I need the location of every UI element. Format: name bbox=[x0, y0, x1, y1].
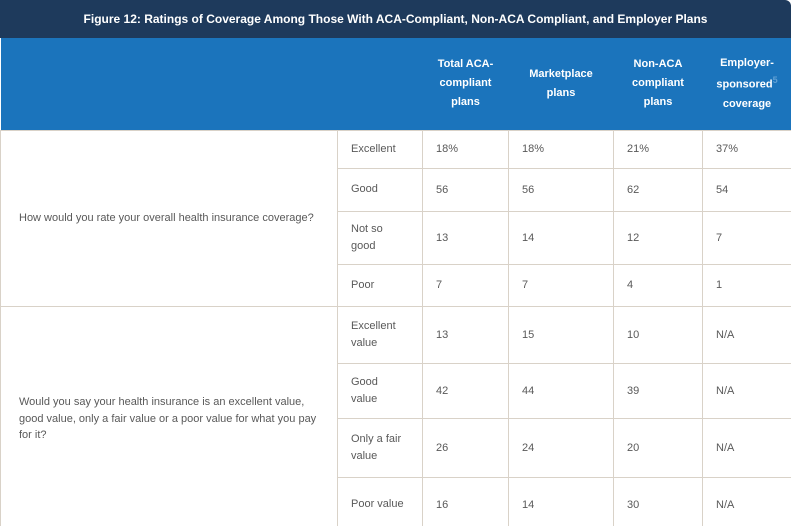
rating-label: Only a fair value bbox=[337, 417, 423, 478]
value-cell: 15 bbox=[508, 305, 614, 364]
column-header-employer: Employer-sponsored5 coverage bbox=[702, 38, 791, 130]
value-cell: 7 bbox=[422, 263, 509, 307]
rating-label: Poor value bbox=[337, 476, 423, 526]
value-cell: N/A bbox=[702, 417, 791, 478]
value-cell: 21% bbox=[613, 129, 703, 169]
value-cell: 62 bbox=[613, 167, 703, 212]
value-cell: 4 bbox=[613, 263, 703, 307]
table-row: Good value 42 44 39 N/A bbox=[1, 362, 791, 419]
value-cell: 56 bbox=[422, 167, 509, 212]
employer-header-text: Employer-sponsored bbox=[716, 56, 774, 91]
table-row: Only a fair value 26 24 20 N/A bbox=[1, 417, 791, 478]
employer-header-text-2: coverage bbox=[722, 97, 772, 110]
value-cell: 14 bbox=[508, 210, 614, 265]
value-cell: 18% bbox=[422, 129, 509, 169]
value-cell: N/A bbox=[702, 362, 791, 419]
rating-label: Good bbox=[337, 167, 423, 212]
value-cell: N/A bbox=[702, 305, 791, 364]
value-cell: 44 bbox=[508, 362, 614, 419]
table-row: Would you say your health insurance is a… bbox=[0, 305, 791, 526]
value-cell: 26 bbox=[422, 417, 509, 478]
value-cell: 14 bbox=[508, 476, 614, 526]
rating-label: Good value bbox=[337, 362, 423, 419]
value-cell: 24 bbox=[508, 417, 614, 478]
table-row: How would you rate your overall health i… bbox=[0, 129, 791, 307]
figure-title: Figure 12: Ratings of Coverage Among Tho… bbox=[83, 12, 708, 26]
table-row: Poor value 16 14 30 N/A bbox=[1, 476, 791, 526]
value-cell: 1 bbox=[702, 263, 791, 307]
value-cell: 39 bbox=[613, 362, 703, 419]
column-header-marketplace: Marketplace plans bbox=[508, 38, 614, 130]
value-cell: 7 bbox=[508, 263, 614, 307]
table-header: Total ACA-compliant plans Marketplace pl… bbox=[0, 38, 791, 130]
question-cell: Would you say your health insurance is a… bbox=[0, 305, 338, 526]
value-cell: 7 bbox=[702, 210, 791, 265]
value-cell: 16 bbox=[422, 476, 509, 526]
rating-label: Poor bbox=[337, 263, 423, 307]
header-spacer bbox=[0, 38, 423, 130]
value-cell: 18% bbox=[508, 129, 614, 169]
rating-label: Not so good bbox=[337, 210, 423, 265]
table-row: Good 56 56 62 54 bbox=[1, 167, 791, 212]
column-header-total-aca: Total ACA-compliant plans bbox=[422, 38, 509, 130]
value-cell: 13 bbox=[422, 210, 509, 265]
value-cell: 12 bbox=[613, 210, 703, 265]
value-cell: 42 bbox=[422, 362, 509, 419]
value-cell: 56 bbox=[508, 167, 614, 212]
column-header-non-aca: Non-ACA compliant plans bbox=[613, 38, 703, 130]
value-cell: 20 bbox=[613, 417, 703, 478]
figure-title-bar: Figure 12: Ratings of Coverage Among Tho… bbox=[0, 0, 791, 38]
value-cell: 37% bbox=[702, 129, 791, 169]
ratings-table: Total ACA-compliant plans Marketplace pl… bbox=[0, 38, 791, 526]
rating-label: Excellent value bbox=[337, 305, 423, 364]
table-row: Not so good 13 14 12 7 bbox=[1, 210, 791, 265]
value-cell: 54 bbox=[702, 167, 791, 212]
value-cell: N/A bbox=[702, 476, 791, 526]
rating-label: Excellent bbox=[337, 129, 423, 169]
question-cell: How would you rate your overall health i… bbox=[0, 129, 338, 307]
value-cell: 10 bbox=[613, 305, 703, 364]
value-cell: 30 bbox=[613, 476, 703, 526]
footnote-marker: 5 bbox=[772, 74, 778, 85]
value-cell: 13 bbox=[422, 305, 509, 364]
